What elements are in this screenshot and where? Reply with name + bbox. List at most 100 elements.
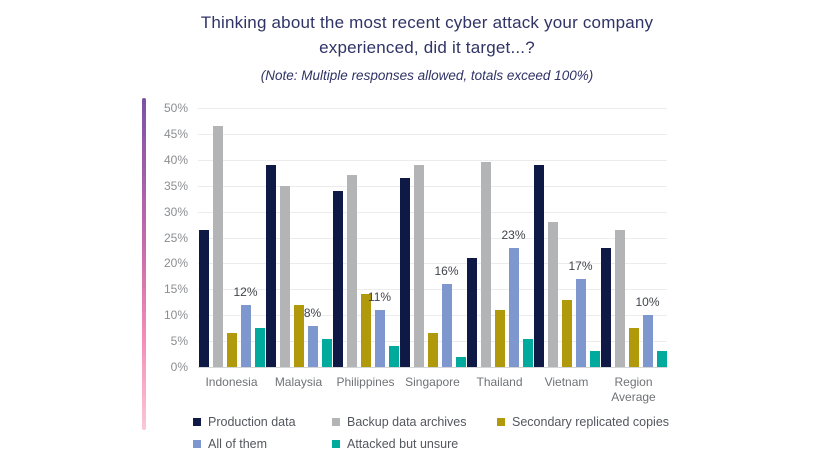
- gridline-10: [198, 315, 667, 317]
- legend-item-secondary-replicated-copies: Secondary replicated copies: [497, 415, 669, 429]
- bar-attacked-but-unsure-malaysia: [321, 338, 332, 367]
- ytick-label-50: 50%: [163, 101, 188, 115]
- chart-title-line1: Thinking about the most recent cyber att…: [200, 13, 654, 32]
- legend-label-production-data: Production data: [208, 415, 296, 429]
- bar-backup-data-archives-thailand: [480, 162, 491, 367]
- legend-item-attacked-but-unsure: Attacked but unsure: [332, 437, 497, 451]
- legend-label-secondary-replicated-copies: Secondary replicated copies: [512, 415, 670, 429]
- bar-production-data-malaysia: [265, 164, 276, 367]
- bar-secondary-replicated-copies-thailand: [494, 310, 505, 367]
- gridline-30: [198, 211, 667, 213]
- bar-all-of-them-singapore: [441, 284, 452, 367]
- bar-group-philippines: 11%: [332, 108, 399, 367]
- xlabel-philippines: Philippines: [336, 375, 395, 389]
- legend-swatch-icon-attacked-but-unsure: [332, 440, 340, 448]
- bar-production-data-vietnam: [533, 164, 544, 367]
- legend-item-all-of-them: All of them: [193, 437, 332, 451]
- ytick-label-0: 0%: [170, 360, 188, 374]
- bar-backup-data-archives-malaysia: [279, 185, 290, 367]
- bar-attacked-but-unsure-indonesia: [254, 328, 265, 367]
- xlabel-singapore: Singapore: [405, 375, 460, 389]
- gridline-20: [198, 263, 667, 265]
- bar-secondary-replicated-copies-malaysia: [293, 304, 304, 367]
- legend-swatch-icon-all-of-them: [193, 440, 201, 448]
- gridline-45: [198, 133, 667, 135]
- data-label-singapore: 16%: [434, 264, 459, 279]
- bar-production-data-region-average: [600, 247, 611, 367]
- bar-backup-data-archives-vietnam: [547, 221, 558, 367]
- gridline-40: [198, 159, 667, 161]
- bar-secondary-replicated-copies-vietnam: [561, 299, 572, 367]
- gridline-0: [198, 367, 667, 368]
- legend-label-attacked-but-unsure: Attacked but unsure: [347, 437, 459, 451]
- legend-item-production-data: Production data: [193, 415, 332, 429]
- bar-attacked-but-unsure-region-average: [656, 351, 667, 367]
- bar-production-data-philippines: [332, 190, 343, 367]
- bar-all-of-them-philippines: [374, 310, 385, 367]
- bar-attacked-but-unsure-thailand: [522, 338, 533, 367]
- data-label-vietnam: 17%: [568, 258, 593, 273]
- xlabel-region-average: Region Average: [611, 375, 656, 404]
- xlabel-indonesia: Indonesia: [205, 375, 258, 389]
- bar-all-of-them-thailand: [508, 247, 519, 367]
- xlabel-malaysia: Malaysia: [274, 375, 323, 389]
- gridline-35: [198, 185, 667, 187]
- data-label-thailand: 23%: [501, 227, 526, 242]
- accent-gradient-bar: [142, 98, 146, 430]
- gridline-50: [198, 108, 667, 109]
- bar-production-data-singapore: [399, 177, 410, 367]
- xlabel-vietnam: Vietnam: [544, 375, 589, 389]
- legend-swatch-icon-backup-data-archives: [332, 418, 340, 426]
- data-label-region-average: 10%: [635, 295, 660, 310]
- legend-label-all-of-them: All of them: [208, 437, 268, 451]
- bar-production-data-indonesia: [198, 229, 209, 367]
- legend-row-1: Production data Backup data archives Secon…: [193, 411, 753, 433]
- bar-all-of-them-vietnam: [575, 278, 586, 367]
- bar-group-malaysia: 8%: [265, 108, 332, 367]
- bar-backup-data-archives-region-average: [614, 229, 625, 367]
- bar-all-of-them-malaysia: [307, 325, 318, 367]
- gridline-15: [198, 289, 667, 291]
- chart-title-line2: experienced, did it target...?: [319, 38, 535, 57]
- gridline-25: [198, 237, 667, 239]
- data-label-philippines: 11%: [367, 290, 392, 305]
- legend-swatch-icon-production-data: [193, 418, 201, 426]
- bar-all-of-them-region-average: [642, 315, 653, 367]
- bar-group-singapore: 16%: [399, 108, 466, 367]
- chart-note: (Note: Multiple responses allowed, total…: [260, 68, 594, 83]
- ytick-label-30: 30%: [163, 204, 188, 219]
- legend-item-backup-data-archives: Backup data archives: [332, 415, 497, 429]
- bar-backup-data-archives-singapore: [413, 164, 424, 367]
- chart-title-block: Thinking about the most recent cyber att…: [15, 10, 839, 85]
- xlabel-thailand: Thailand: [476, 375, 523, 389]
- ytick-label-25: 25%: [163, 230, 188, 245]
- bar-attacked-but-unsure-philippines: [388, 346, 399, 367]
- ytick-label-45: 45%: [163, 126, 188, 141]
- bar-secondary-replicated-copies-indonesia: [226, 333, 237, 367]
- bar-backup-data-archives-indonesia: [212, 126, 223, 367]
- legend-row-2: All of them Attacked but unsure: [193, 433, 753, 455]
- ytick-label-15: 15%: [163, 282, 188, 297]
- plot-area: 12% 8% 11% 16% 23% 17% 10%: [198, 108, 667, 368]
- ytick-label-40: 40%: [163, 152, 188, 167]
- ytick-label-20: 20%: [163, 256, 188, 271]
- legend-swatch-icon-secondary-replicated-copies: [497, 418, 505, 426]
- bar-group-thailand: 23%: [466, 108, 533, 367]
- bar-secondary-replicated-copies-region-average: [628, 328, 639, 367]
- data-label-malaysia: 8%: [303, 305, 322, 320]
- bar-production-data-thailand: [466, 258, 477, 367]
- bar-all-of-them-indonesia: [240, 304, 251, 367]
- bar-backup-data-archives-philippines: [346, 175, 357, 367]
- bar-group-vietnam: 17%: [533, 108, 600, 367]
- ytick-label-5: 5%: [170, 334, 188, 349]
- ytick-label-35: 35%: [163, 178, 188, 193]
- bar-secondary-replicated-copies-philippines: [360, 294, 371, 367]
- bar-group-indonesia: 12%: [198, 108, 265, 367]
- ytick-label-10: 10%: [163, 308, 188, 323]
- bar-attacked-but-unsure-vietnam: [589, 351, 600, 367]
- legend: Production data Backup data archives Secon…: [193, 411, 753, 455]
- bar-secondary-replicated-copies-singapore: [427, 333, 438, 367]
- bar-group-region-average: 10%: [600, 108, 667, 367]
- legend-label-backup-data-archives: Backup data archives: [347, 415, 467, 429]
